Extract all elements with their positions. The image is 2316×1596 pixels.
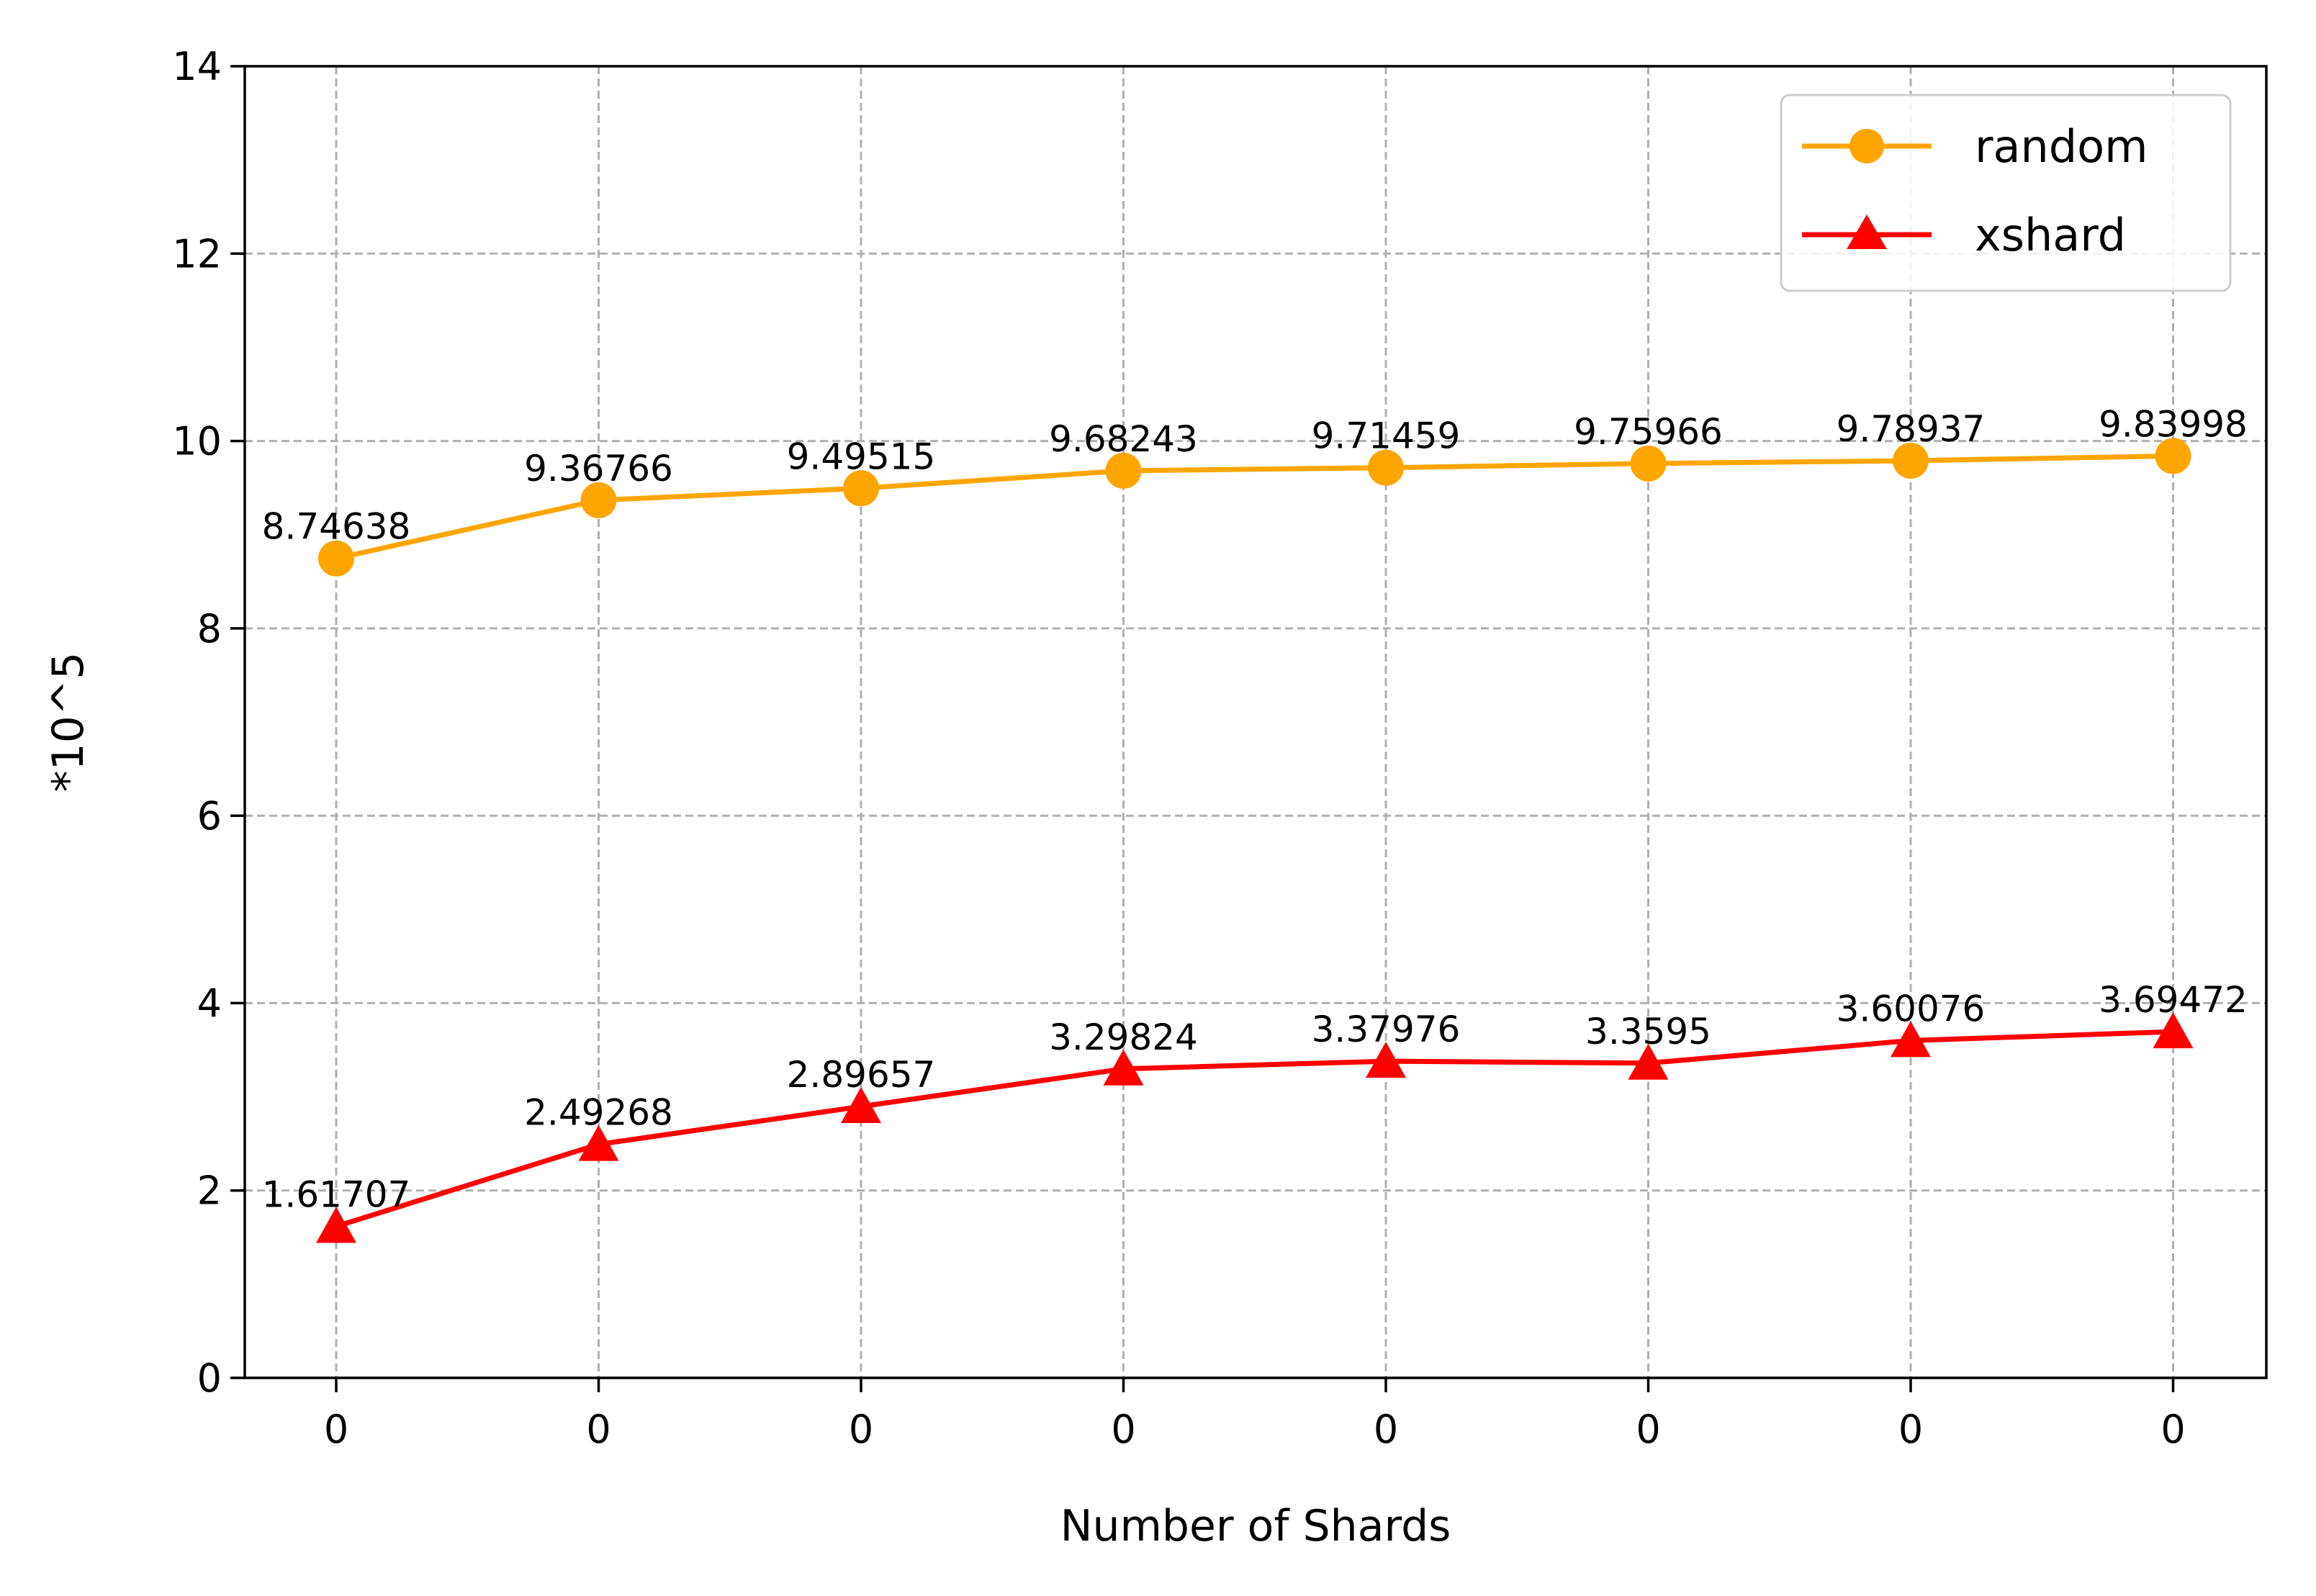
data-label-xshard: 3.3595 [1585, 1011, 1711, 1052]
data-label-xshard: 2.49268 [524, 1092, 673, 1134]
data-point-random [1105, 452, 1142, 489]
data-point-xshard [1366, 1042, 1406, 1078]
data-label-random: 9.71459 [1312, 415, 1461, 457]
legend-label-random: random [1975, 120, 2148, 173]
y-tick-label: 12 [172, 231, 222, 276]
data-point-xshard [1628, 1043, 1669, 1080]
y-tick-label: 14 [172, 44, 222, 89]
y-tick-label: 8 [197, 606, 222, 652]
data-point-xshard [2153, 1012, 2194, 1049]
x-tick-label: 0 [1374, 1407, 1398, 1452]
x-axis-label: Number of Shards [1060, 1501, 1451, 1551]
data-label-random: 9.75966 [1574, 411, 1723, 453]
legend-label-xshard: xshard [1975, 209, 2126, 261]
plot-frame [243, 65, 2268, 1379]
y-tick-label: 0 [197, 1356, 222, 1401]
x-tick-label: 0 [1636, 1407, 1660, 1452]
axis-ticks: 0 2 4 6 8 10 12 14 0 0 0 0 0 0 0 0 [172, 44, 2185, 1452]
data-point-random [1368, 449, 1404, 486]
x-tick-label: 0 [586, 1407, 610, 1452]
legend-entry-xshard: xshard [1802, 209, 2126, 261]
legend-entry-random: random [1802, 120, 2148, 173]
data-point-random [843, 470, 879, 507]
data-label-random: 8.74638 [262, 506, 411, 548]
y-tick-label: 4 [197, 980, 222, 1026]
x-tick-label: 0 [1111, 1407, 1135, 1452]
legend-marker-random [1849, 129, 1884, 163]
data-labels: 8.74638 9.36766 9.49515 9.68243 9.71459 9.759… [262, 403, 2248, 1215]
series-line-random [335, 453, 2173, 562]
data-label-xshard: 3.60076 [1837, 988, 1986, 1029]
x-tick-label: 0 [849, 1407, 873, 1452]
data-point-random [1630, 445, 1667, 482]
y-tick-label: 10 [172, 419, 222, 464]
data-point-random [1893, 442, 1929, 479]
data-point-xshard [578, 1124, 619, 1161]
data-label-random: 9.49515 [787, 436, 936, 477]
data-point-xshard [841, 1087, 881, 1124]
data-label-xshard: 2.89657 [787, 1054, 936, 1096]
y-tick-label: 2 [197, 1168, 222, 1214]
data-point-random [580, 482, 617, 518]
data-label-xshard: 3.37976 [1312, 1009, 1461, 1050]
series-line-xshard [335, 1029, 2173, 1229]
data-point-random [2155, 438, 2191, 474]
legend-marker-xshard [1847, 215, 1887, 249]
data-label-random: 9.36766 [524, 448, 673, 490]
data-label-random: 9.83998 [2099, 403, 2248, 445]
x-tick-label: 0 [324, 1407, 348, 1452]
x-tick-label: 0 [2160, 1407, 2185, 1452]
y-axis-label: *10^5 [43, 652, 94, 793]
data-label-xshard: 1.61707 [262, 1174, 411, 1216]
y-tick-label: 6 [197, 793, 222, 839]
data-label-xshard: 3.29824 [1049, 1016, 1198, 1058]
data-point-xshard [1103, 1049, 1144, 1086]
data-point-random [318, 540, 354, 577]
data-label-random: 9.78937 [1837, 408, 1986, 450]
data-point-xshard [316, 1207, 356, 1243]
data-label-xshard: 3.69472 [2099, 979, 2248, 1021]
legend: random xshard [1780, 94, 2232, 292]
series-layer [316, 438, 2194, 1243]
x-tick-label: 0 [1898, 1407, 1923, 1452]
data-label-random: 9.68243 [1049, 418, 1198, 460]
data-point-xshard [1891, 1021, 1931, 1058]
